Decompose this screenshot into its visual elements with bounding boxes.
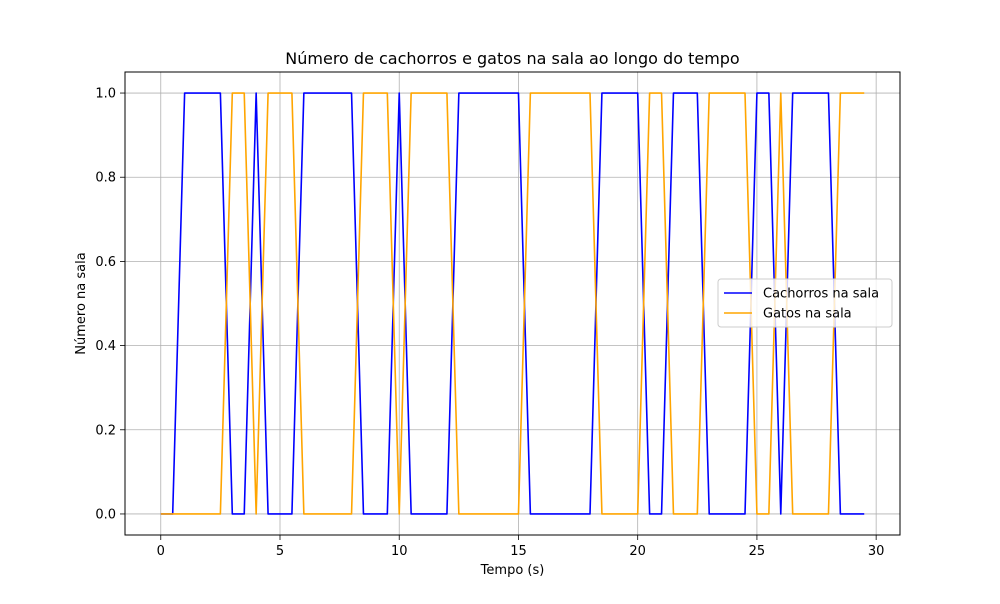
legend-label: Cachorros na sala [763,287,879,302]
y-tick-label: 0.0 [95,507,116,522]
x-tick-label: 30 [868,544,885,559]
series-line-1 [160,92,865,515]
x-tick-label: 5 [276,544,284,559]
x-axis-title: Tempo (s) [480,563,545,578]
legend-label: Gatos na sala [763,307,852,322]
y-tick-label: 1.0 [95,87,116,102]
x-tick-label: 10 [391,544,408,559]
y-tick-label: 0.6 [95,255,116,270]
series-line-0 [160,92,865,515]
x-tick-label: 15 [510,544,527,559]
series-lines [160,92,865,515]
axis-ticks: 0 5 10 15 20 25 30 0.0 0.2 0.4 0.6 0.8 1.0 [95,87,884,559]
y-tick-label: 0.2 [95,423,116,438]
y-axis-title: Número na sala [74,252,89,354]
y-tick-label: 0.4 [95,339,116,354]
x-tick-label: 25 [749,544,766,559]
x-tick-label: 0 [157,544,165,559]
x-tick-label: 20 [629,544,646,559]
legend: Cachorros na sala Gatos na sala [717,278,893,328]
plot-frame [124,71,901,536]
chart-title: Número de cachorros e gatos na sala ao l… [285,49,739,68]
y-tick-label: 0.8 [95,171,116,186]
legend-box [717,278,893,328]
